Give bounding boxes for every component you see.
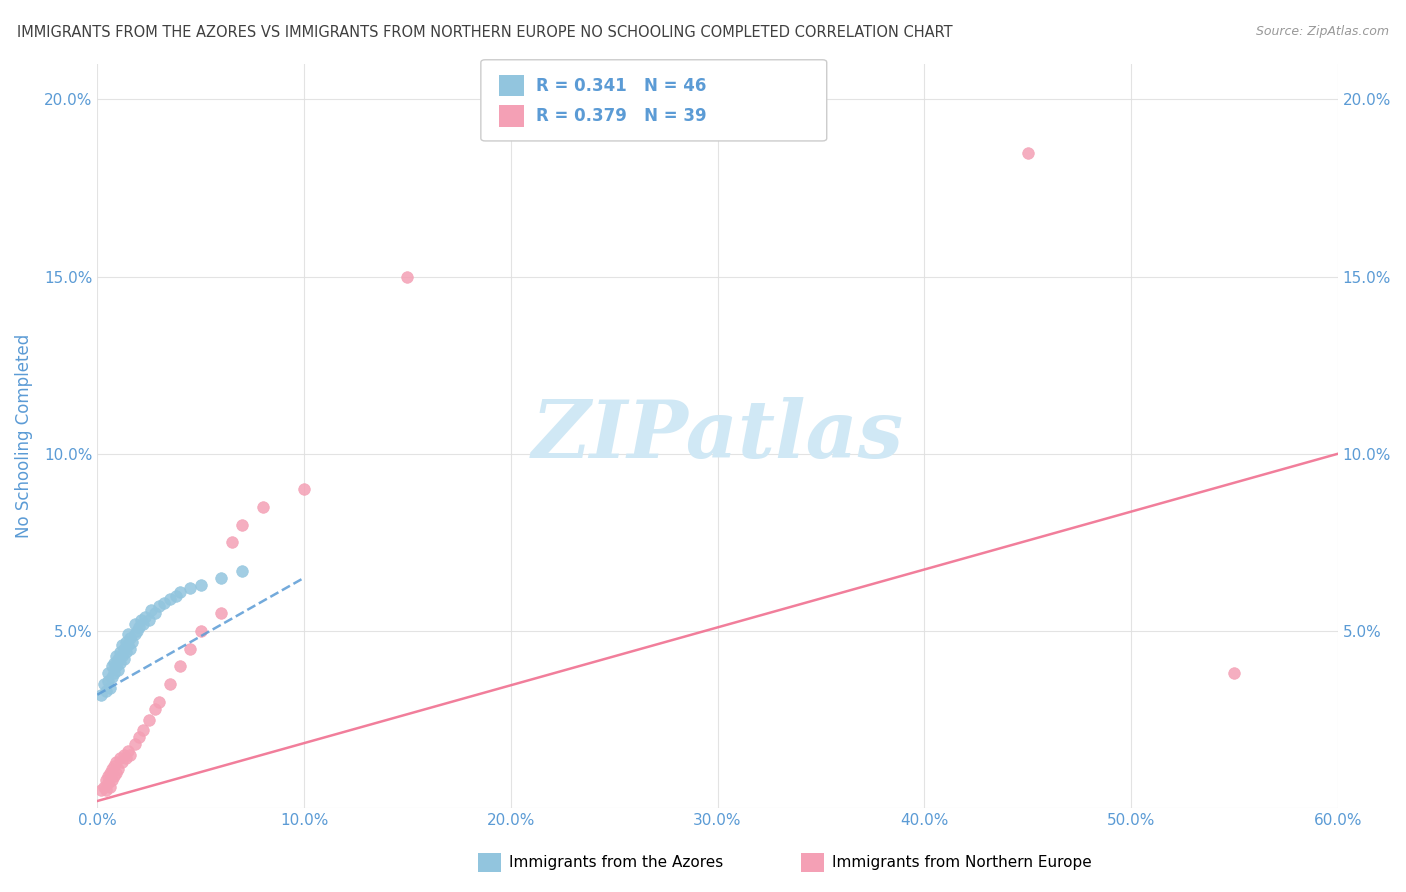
Point (103, 769, 125, 783)
Point (107, 652, 129, 666)
Point (94, 772, 117, 787)
Y-axis label: No Schooling Completed: No Schooling Completed (15, 334, 32, 538)
Point (159, 677, 181, 691)
Point (112, 747, 135, 762)
Text: IMMIGRANTS FROM THE AZORES VS IMMIGRANTS FROM NORTHERN EUROPE NO SCHOOLING COMPL: IMMIGRANTS FROM THE AZORES VS IMMIGRANTS… (17, 25, 952, 40)
Text: Source: ZipAtlas.com: Source: ZipAtlas.com (1256, 25, 1389, 38)
Point (112, 641, 135, 656)
Text: R = 0.379   N = 39: R = 0.379 N = 39 (536, 107, 706, 125)
Point (252, 500, 274, 514)
Point (179, 582, 201, 596)
Point (107, 663, 129, 677)
Point (159, 592, 181, 607)
Point (93, 780, 115, 794)
Point (209, 606, 232, 620)
Point (117, 744, 139, 758)
Point (94, 684, 117, 698)
Point (117, 638, 139, 652)
Point (125, 624, 148, 638)
Point (104, 765, 127, 780)
Point (97, 776, 120, 790)
Point (101, 659, 124, 673)
Point (120, 747, 142, 762)
Text: Immigrants from Northern Europe: Immigrants from Northern Europe (832, 855, 1092, 870)
Point (103, 656, 125, 670)
Point (190, 578, 212, 592)
Point (396, 269, 419, 284)
Point (190, 624, 212, 638)
Point (169, 585, 191, 599)
Point (231, 564, 253, 578)
Point (134, 609, 156, 624)
Point (292, 482, 315, 496)
Point (120, 641, 142, 656)
Point (101, 762, 124, 776)
Point (1223, 666, 1246, 681)
Point (148, 695, 170, 709)
Point (108, 656, 131, 670)
Point (101, 772, 124, 787)
Text: R = 0.341   N = 46: R = 0.341 N = 46 (536, 77, 706, 95)
Point (97, 666, 120, 681)
Point (165, 589, 187, 603)
Point (152, 596, 174, 610)
Point (117, 627, 139, 641)
Point (138, 713, 160, 727)
Point (129, 613, 152, 627)
Point (98, 780, 121, 794)
Point (97, 673, 120, 688)
Point (90, 783, 112, 797)
Point (132, 723, 155, 738)
Point (1017, 145, 1039, 160)
Point (132, 616, 155, 631)
Point (143, 702, 166, 716)
Point (115, 645, 138, 659)
Point (209, 571, 232, 585)
Point (138, 613, 160, 627)
Point (97, 769, 120, 783)
Point (128, 620, 150, 634)
Point (221, 535, 243, 549)
Point (111, 648, 134, 663)
Point (104, 755, 127, 769)
Point (104, 648, 127, 663)
Point (179, 641, 201, 656)
Point (98, 681, 121, 695)
Point (121, 634, 143, 648)
Point (103, 758, 125, 772)
Point (120, 631, 142, 645)
Point (98, 765, 121, 780)
Point (90, 688, 112, 702)
Point (103, 666, 125, 681)
Point (112, 652, 135, 666)
Point (124, 627, 146, 641)
Point (128, 730, 150, 744)
Point (93, 677, 115, 691)
Point (101, 670, 124, 684)
Point (124, 737, 146, 751)
Point (115, 751, 138, 765)
Point (124, 616, 146, 631)
Point (115, 634, 138, 648)
Point (143, 606, 166, 620)
Point (111, 638, 134, 652)
Point (107, 762, 129, 776)
Point (169, 659, 191, 673)
Point (231, 517, 253, 532)
Text: Immigrants from the Azores: Immigrants from the Azores (509, 855, 723, 870)
Point (108, 751, 131, 765)
Point (148, 599, 170, 614)
Point (139, 602, 162, 616)
Text: ZIPatlas: ZIPatlas (531, 397, 904, 475)
Point (108, 645, 131, 659)
Point (111, 755, 134, 769)
Point (104, 659, 127, 673)
Point (94, 783, 117, 797)
